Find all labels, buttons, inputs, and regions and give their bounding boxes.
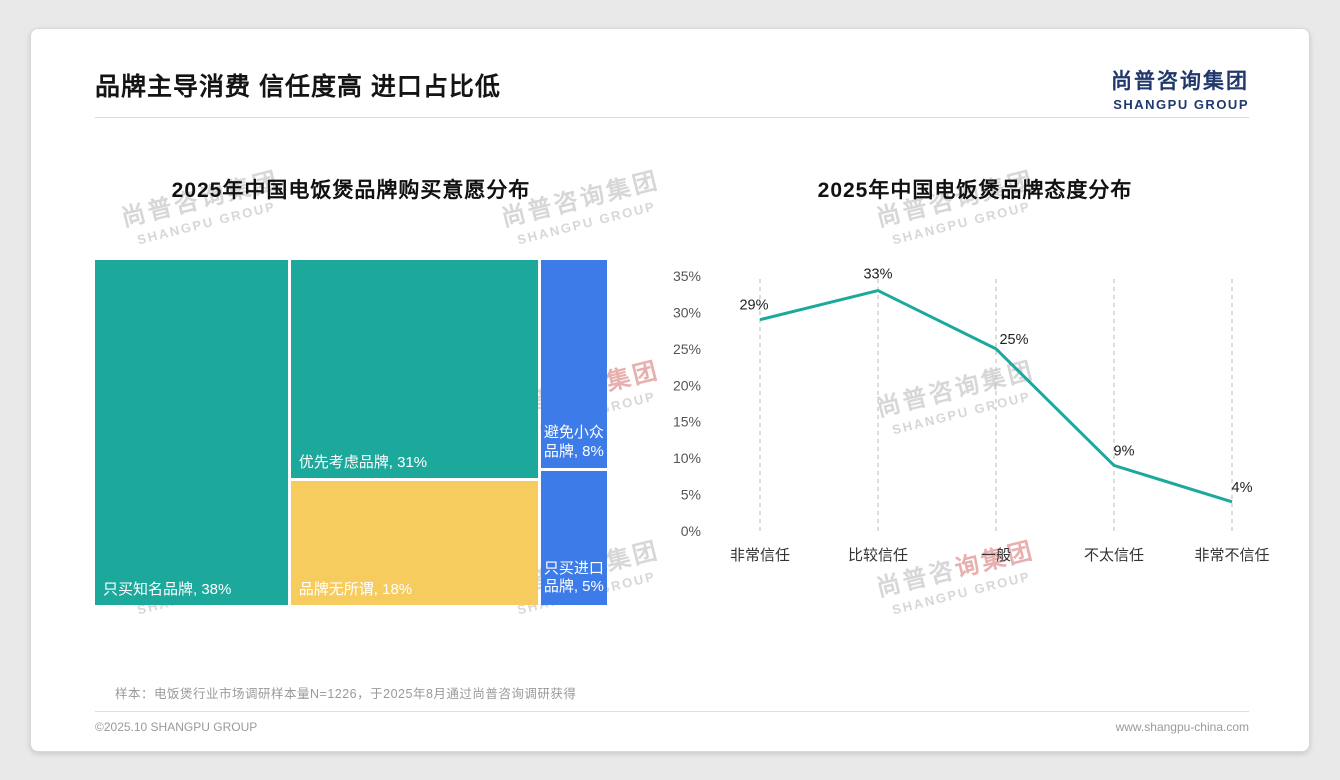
copyright-text: ©2025.10 SHANGPU GROUP bbox=[95, 720, 258, 734]
treemap: 只买知名品牌, 38% 优先考虑品牌, 31% 品牌无所谓, 18% 避 bbox=[95, 260, 607, 605]
treemap-label: 避免小众品牌, 8% bbox=[543, 424, 604, 460]
page-title: 品牌主导消费 信任度高 进口占比低 bbox=[95, 73, 501, 101]
treemap-block-avoid-niche: 避免小众品牌, 8% bbox=[540, 260, 607, 468]
slide-card: 尚普咨询集团 SHANGPU GROUP 尚普咨询集团 SHANGPU GROUP 尚普… bbox=[30, 28, 1310, 752]
attitude-chart: 2025年中国电饭煲品牌态度分布 0% 5% 10% 15% 20% 25% 30% 35% 2… bbox=[655, 174, 1295, 605]
content: 2025年中国电饭煲品牌购买意愿分布 只买知名品牌, 38% 优先考虑品牌, 3… bbox=[95, 174, 1270, 605]
treemap-block-prefer-brands: 优先考虑品牌, 31% bbox=[290, 260, 538, 479]
header-divider bbox=[95, 117, 1249, 118]
treemap-label: 优先考虑品牌, 31% bbox=[298, 454, 428, 472]
x-category-label: 比较信任 bbox=[848, 546, 908, 564]
footer: ©2025.10 SHANGPU GROUP www.shangpu-china… bbox=[95, 720, 1249, 734]
y-tick-label: 10% bbox=[673, 450, 701, 466]
treemap-label: 只买进口品牌, 5% bbox=[543, 559, 604, 596]
y-tick-label: 0% bbox=[681, 523, 701, 539]
y-tick-label: 20% bbox=[673, 377, 701, 393]
data-label: 4% bbox=[1232, 480, 1253, 496]
logo-text-cn: 尚普咨询集团 bbox=[1111, 70, 1249, 93]
website-text: www.shangpu-china.com bbox=[1115, 720, 1249, 734]
line-chart-title: 2025年中国电饭煲品牌态度分布 bbox=[817, 179, 1133, 202]
treemap-title: 2025年中国电饭煲品牌购买意愿分布 bbox=[171, 179, 531, 202]
purchase-intention-chart: 2025年中国电饭煲品牌购买意愿分布 只买知名品牌, 38% 优先考虑品牌, 3… bbox=[95, 174, 607, 605]
data-label: 25% bbox=[999, 332, 1028, 348]
treemap-block-known-brands: 只买知名品牌, 38% bbox=[95, 260, 288, 605]
treemap-block-brand-indifferent: 品牌无所谓, 18% bbox=[290, 481, 538, 605]
treemap-label: 品牌无所谓, 18% bbox=[298, 581, 413, 598]
data-label: 9% bbox=[1114, 443, 1135, 459]
company-logo: 尚普咨询集团 SHANGPU GROUP bbox=[1111, 65, 1249, 112]
y-tick-label: 25% bbox=[673, 341, 701, 357]
treemap-label: 只买知名品牌, 38% bbox=[103, 581, 232, 598]
attitude-line-chart: 0% 5% 10% 15% 20% 25% 30% 35% 29% 33% 25% 9% 4% 非常信任 比… bbox=[673, 267, 1270, 564]
y-tick-label: 35% bbox=[673, 268, 701, 284]
x-category-label: 非常信任 bbox=[730, 547, 790, 564]
y-tick-label: 5% bbox=[681, 487, 701, 503]
header: 品牌主导消费 信任度高 进口占比低 尚普咨询集团 SHANGPU GROUP bbox=[31, 29, 1309, 112]
x-category-label: 非常不信任 bbox=[1194, 547, 1269, 564]
footer-divider bbox=[95, 711, 1249, 712]
data-label: 29% bbox=[739, 298, 768, 314]
y-tick-label: 15% bbox=[673, 414, 701, 430]
sample-note: 样本：电饭煲行业市场调研样本量N=1226，于2025年8月通过尚普咨询调研获得 bbox=[115, 687, 577, 701]
data-label: 33% bbox=[863, 267, 892, 283]
treemap-block-import-only: 只买进口品牌, 5% bbox=[540, 470, 607, 605]
y-tick-label: 30% bbox=[673, 304, 701, 320]
attitude-line bbox=[759, 289, 1233, 504]
logo-text-en: SHANGPU GROUP bbox=[1113, 97, 1249, 112]
x-category-label: 不太信任 bbox=[1084, 547, 1144, 564]
x-category-label: 一般 bbox=[981, 547, 1011, 564]
